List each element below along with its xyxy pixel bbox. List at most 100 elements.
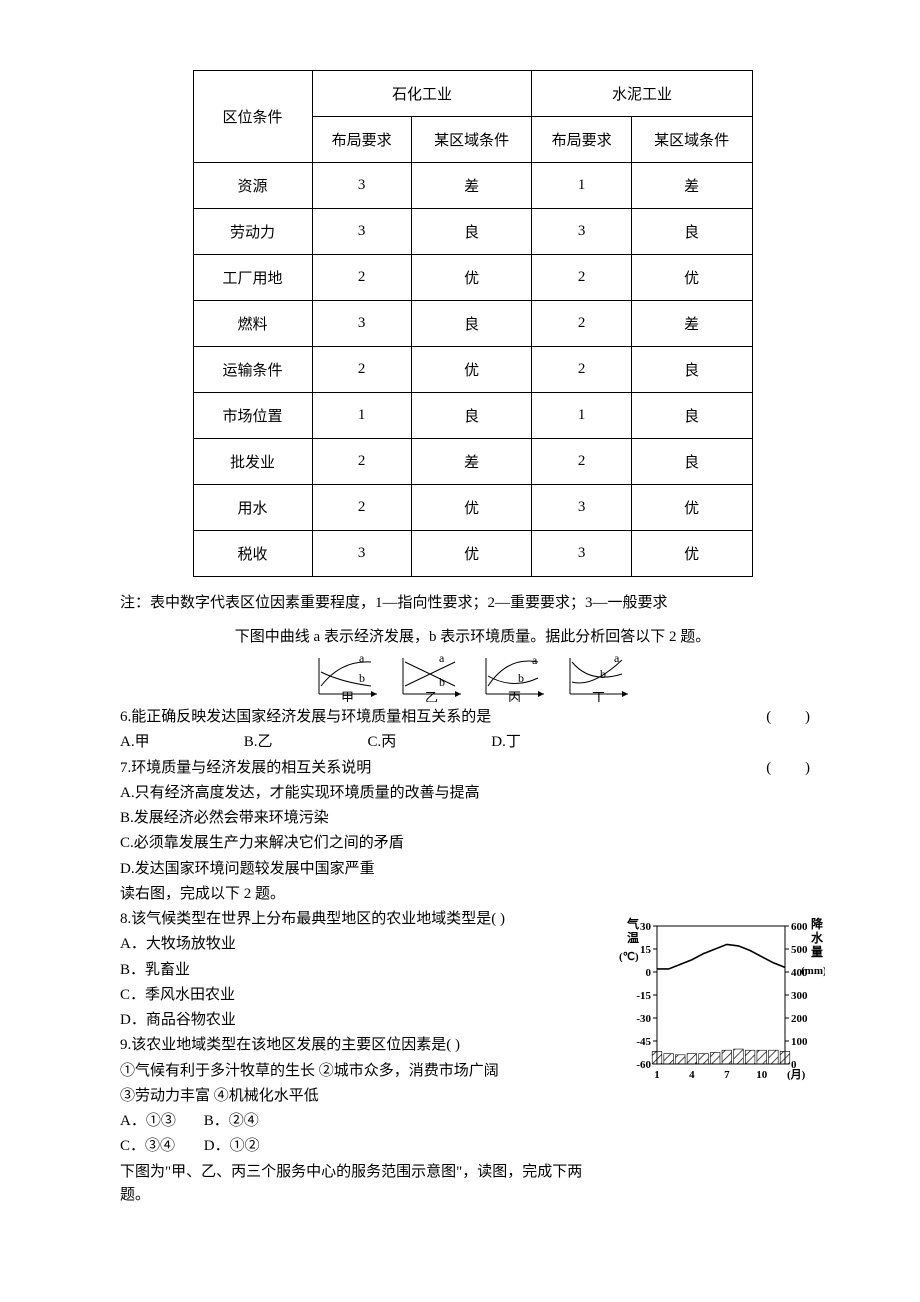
mini-chart-yi: a b 乙 xyxy=(395,652,467,702)
q6-options: A.甲 B.乙 C.丙 D.丁 xyxy=(120,731,825,754)
svg-text:b: b xyxy=(600,667,606,681)
table-cell: 1 xyxy=(312,393,411,439)
q9-conds2: ③劳动力丰富 ④机械化水平低 xyxy=(120,1085,825,1108)
table-cell: 市场位置 xyxy=(193,393,312,439)
table-cell: 良 xyxy=(631,393,752,439)
q7-paren: ( ) xyxy=(766,757,825,780)
mini-chart-intro: 下图中曲线 a 表示经济发展，b 表示环境质量。据此分析回答以下 2 题。 xyxy=(120,625,825,646)
table-cell: 税收 xyxy=(193,531,312,577)
table-note: 注：表中数字代表区位因素重要程度，1—指向性要求；2—重要要求；3—一般要求 xyxy=(120,591,825,615)
th-sub2: 某区域条件 xyxy=(411,117,532,163)
table-cell: 优 xyxy=(411,485,532,531)
table-cell: 良 xyxy=(631,347,752,393)
th-sub4: 某区域条件 xyxy=(631,117,752,163)
svg-text:a: a xyxy=(439,652,445,665)
mini-chart-ding: a b 丁 xyxy=(562,652,634,702)
q8-A: A．大牧场放牧业 xyxy=(120,933,825,956)
table-cell: 3 xyxy=(312,163,411,209)
q9-B: B．②④ xyxy=(204,1110,284,1133)
q6-D: D.丁 xyxy=(491,731,611,754)
table-cell: 燃料 xyxy=(193,301,312,347)
svg-text:甲: 甲 xyxy=(341,690,354,702)
table-cell: 用水 xyxy=(193,485,312,531)
q8-intro: 读右图，完成以下 2 题。 xyxy=(120,883,825,906)
table-cell: 3 xyxy=(532,209,631,255)
mini-chart-bing: a b 丙 xyxy=(478,652,550,702)
q6-B: B.乙 xyxy=(244,731,364,754)
table-cell: 良 xyxy=(631,209,752,255)
svg-text:a: a xyxy=(359,652,365,665)
mini-chart-jia: a b 甲 xyxy=(311,652,383,702)
q6-C: C.丙 xyxy=(368,731,488,754)
table-cell: 2 xyxy=(532,301,631,347)
th-sub3: 布局要求 xyxy=(532,117,631,163)
table-cell: 优 xyxy=(411,531,532,577)
table-cell: 良 xyxy=(631,439,752,485)
th-rowhead: 区位条件 xyxy=(193,71,312,163)
table-cell: 3 xyxy=(532,485,631,531)
bottom-intro: 下图为"甲、乙、丙三个服务中心的服务范围示意图"，读图，完成下两题。 xyxy=(120,1161,600,1208)
q7-stem: 7.环境质量与经济发展的相互关系说明 ( ) xyxy=(120,757,825,780)
svg-text:b: b xyxy=(439,675,445,689)
table-cell: 3 xyxy=(532,531,631,577)
table-cell: 运输条件 xyxy=(193,347,312,393)
svg-text:a: a xyxy=(614,652,620,665)
location-factors-table: 区位条件 石化工业 水泥工业 布局要求 某区域条件 布局要求 某区域条件 资源3… xyxy=(193,70,753,577)
table-cell: 良 xyxy=(411,393,532,439)
q9-options-row1: A．①③ B．②④ xyxy=(120,1110,825,1133)
table-cell: 3 xyxy=(312,209,411,255)
table-cell: 优 xyxy=(631,255,752,301)
q9-stem: 9.该农业地域类型在该地区发展的主要区位因素是( ) xyxy=(120,1034,825,1057)
table-cell: 工厂用地 xyxy=(193,255,312,301)
table-cell: 差 xyxy=(411,163,532,209)
th-group2: 水泥工业 xyxy=(532,71,752,117)
q6-stem: 6.能正确反映发达国家经济发展与环境质量相互关系的是 ( ) xyxy=(120,706,825,729)
table-cell: 2 xyxy=(312,439,411,485)
q7-A: A.只有经济高度发达，才能实现环境质量的改善与提高 xyxy=(120,782,825,805)
table-cell: 资源 xyxy=(193,163,312,209)
q7-B: B.发展经济必然会带来环境污染 xyxy=(120,807,825,830)
q8-stem: 8.该气候类型在世界上分布最典型地区的农业地域类型是( ) xyxy=(120,908,825,931)
table-cell: 1 xyxy=(532,163,631,209)
table-cell: 差 xyxy=(411,439,532,485)
svg-text:b: b xyxy=(359,671,365,685)
q7-C: C.必须靠发展生产力来解决它们之间的矛盾 xyxy=(120,832,825,855)
table-cell: 2 xyxy=(312,347,411,393)
th-sub1: 布局要求 xyxy=(312,117,411,163)
table-cell: 批发业 xyxy=(193,439,312,485)
svg-text:b: b xyxy=(518,671,524,685)
table-cell: 3 xyxy=(312,531,411,577)
q8-B: B．乳畜业 xyxy=(120,959,825,982)
th-group1: 石化工业 xyxy=(312,71,532,117)
q8-C: C．季风水田农业 xyxy=(120,984,825,1007)
svg-text:丙: 丙 xyxy=(508,690,521,702)
q9-options-row2: C．③④ D．①② xyxy=(120,1135,825,1158)
q9-D: D．①② xyxy=(204,1135,284,1158)
table-cell: 优 xyxy=(631,485,752,531)
svg-text:a: a xyxy=(532,653,538,667)
svg-text:丁: 丁 xyxy=(592,690,605,702)
q9-conds: ①气候有利于多汁牧草的生长 ②城市众多，消费市场广阔 xyxy=(120,1060,825,1083)
table-cell: 差 xyxy=(631,301,752,347)
table-cell: 2 xyxy=(312,255,411,301)
table-cell: 1 xyxy=(532,393,631,439)
table-cell: 优 xyxy=(411,255,532,301)
table-cell: 劳动力 xyxy=(193,209,312,255)
table-cell: 2 xyxy=(532,347,631,393)
q6-A: A.甲 xyxy=(120,731,240,754)
table-cell: 2 xyxy=(312,485,411,531)
table-cell: 良 xyxy=(411,301,532,347)
svg-text:乙: 乙 xyxy=(425,690,438,702)
table-cell: 优 xyxy=(631,531,752,577)
table-cell: 2 xyxy=(532,439,631,485)
mini-charts: a b 甲 a b 乙 a b 丙 xyxy=(120,652,825,702)
table-cell: 差 xyxy=(631,163,752,209)
table-cell: 2 xyxy=(532,255,631,301)
q9-A: A．①③ xyxy=(120,1110,200,1133)
table-cell: 良 xyxy=(411,209,532,255)
q6-paren: ( ) xyxy=(766,706,825,729)
table-cell: 优 xyxy=(411,347,532,393)
table-cell: 3 xyxy=(312,301,411,347)
q7-D: D.发达国家环境问题较发展中国家严重 xyxy=(120,858,825,881)
q9-C: C．③④ xyxy=(120,1135,200,1158)
